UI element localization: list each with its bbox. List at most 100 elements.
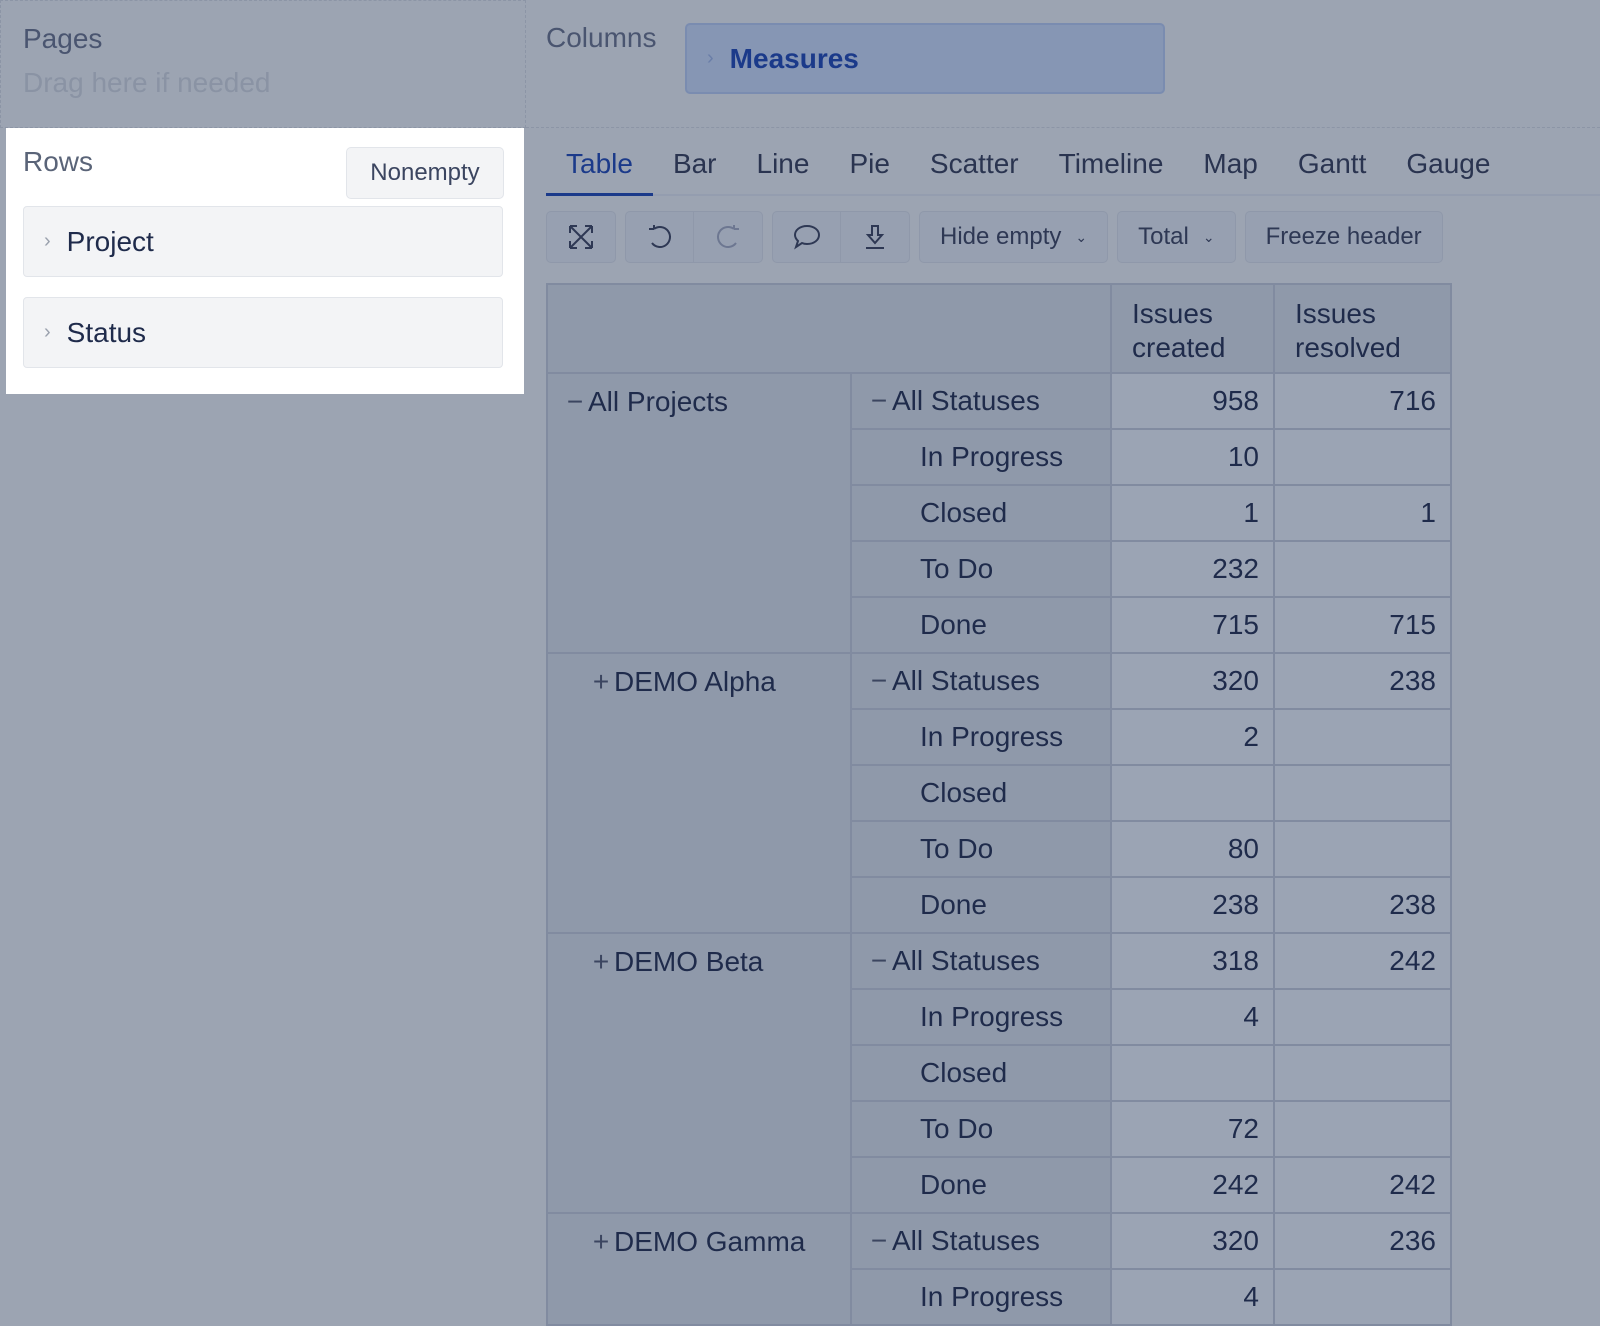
- status-cell[interactable]: In Progress: [850, 428, 1112, 486]
- project-cell[interactable]: + DEMO Gamma: [546, 1212, 852, 1326]
- value-created[interactable]: 72: [1110, 1100, 1275, 1158]
- value-resolved[interactable]: [1273, 988, 1452, 1046]
- pivot-table: Issues created Issues resolved − All Proj…: [546, 283, 1452, 1326]
- status-cell[interactable]: Done: [850, 596, 1112, 654]
- collapse-icon[interactable]: −: [870, 665, 888, 696]
- value-created[interactable]: 80: [1110, 820, 1275, 878]
- toolbar: Hide empty ⌄ Total ⌄ Freeze header: [546, 211, 1443, 263]
- status-cell[interactable]: − All Statuses: [850, 932, 1112, 990]
- rows-drop-zone[interactable]: Rows Nonempty › Project › Status: [6, 128, 524, 394]
- table-row: + DEMO Gamma − All Statuses 320 236: [546, 1212, 1452, 1326]
- tab-bar[interactable]: Bar: [672, 148, 717, 179]
- comment-button[interactable]: [773, 212, 841, 262]
- value-created[interactable]: 238: [1110, 876, 1275, 934]
- value-created[interactable]: 318: [1110, 932, 1275, 990]
- export-button[interactable]: [841, 212, 909, 262]
- tab-gauge[interactable]: Gauge: [1406, 148, 1491, 179]
- value-resolved[interactable]: 242: [1273, 932, 1452, 990]
- nonempty-button[interactable]: Nonempty: [346, 147, 504, 199]
- value-resolved[interactable]: 238: [1273, 876, 1452, 934]
- fullscreen-button[interactable]: [547, 212, 615, 262]
- value-resolved[interactable]: 242: [1273, 1156, 1452, 1214]
- status-label: To Do: [920, 833, 994, 864]
- value-created[interactable]: 1: [1110, 484, 1275, 542]
- value-created[interactable]: 958: [1110, 372, 1275, 430]
- tab-timeline[interactable]: Timeline: [1058, 148, 1164, 179]
- chevron-right-icon: ›: [44, 230, 51, 252]
- status-cell[interactable]: Done: [850, 876, 1112, 934]
- status-cell[interactable]: In Progress: [850, 1268, 1112, 1326]
- tab-pie[interactable]: Pie: [849, 148, 890, 179]
- total-label: Total: [1138, 223, 1189, 250]
- status-cell[interactable]: To Do: [850, 540, 1112, 598]
- project-cell[interactable]: − All Projects: [546, 372, 852, 654]
- expand-icon[interactable]: +: [592, 666, 610, 697]
- columns-drop-zone[interactable]: Columns › Measures: [526, 0, 1600, 128]
- value-created[interactable]: 2: [1110, 708, 1275, 766]
- status-cell[interactable]: In Progress: [850, 988, 1112, 1046]
- status-cell[interactable]: In Progress: [850, 708, 1112, 766]
- value-resolved[interactable]: 715: [1273, 596, 1452, 654]
- value-resolved[interactable]: 716: [1273, 372, 1452, 430]
- value-created[interactable]: 320: [1110, 652, 1275, 710]
- project-cell[interactable]: + DEMO Alpha: [546, 652, 852, 934]
- expand-icon[interactable]: +: [592, 946, 610, 977]
- value-created[interactable]: [1110, 764, 1275, 822]
- status-cell[interactable]: Closed: [850, 764, 1112, 822]
- total-dropdown[interactable]: Total ⌄: [1118, 212, 1234, 262]
- value-resolved[interactable]: [1273, 540, 1452, 598]
- value-resolved[interactable]: 236: [1273, 1212, 1452, 1270]
- value-resolved[interactable]: [1273, 1100, 1452, 1158]
- status-label: Done: [920, 889, 987, 920]
- tab-scatter[interactable]: Scatter: [929, 148, 1019, 179]
- project-cell[interactable]: + DEMO Beta: [546, 932, 852, 1214]
- status-cell[interactable]: To Do: [850, 820, 1112, 878]
- table-row: Closed: [547, 764, 1452, 822]
- value-resolved[interactable]: [1273, 820, 1452, 878]
- status-cell[interactable]: Closed: [850, 1044, 1112, 1102]
- dimension-measures[interactable]: › Measures: [685, 23, 1165, 94]
- header-issues-resolved[interactable]: Issues resolved: [1273, 283, 1452, 374]
- collapse-icon[interactable]: −: [566, 386, 584, 417]
- value-resolved[interactable]: 1: [1273, 484, 1452, 542]
- tab-gantt[interactable]: Gantt: [1297, 148, 1367, 179]
- table-row: − All Projects − All Statuses 958 716: [546, 372, 1452, 654]
- value-resolved[interactable]: [1273, 708, 1452, 766]
- value-resolved[interactable]: [1273, 1268, 1452, 1326]
- value-resolved[interactable]: [1273, 428, 1452, 486]
- hide-empty-dropdown[interactable]: Hide empty ⌄: [920, 212, 1107, 262]
- expand-icon: [569, 225, 593, 249]
- status-cell[interactable]: To Do: [850, 1100, 1112, 1158]
- dimension-status[interactable]: › Status: [23, 297, 503, 368]
- status-cell[interactable]: Closed: [850, 484, 1112, 542]
- tab-table[interactable]: Table: [546, 148, 653, 196]
- value-resolved[interactable]: [1273, 1044, 1452, 1102]
- status-cell[interactable]: − All Statuses: [850, 1212, 1112, 1270]
- collapse-icon[interactable]: −: [870, 1225, 888, 1256]
- value-created[interactable]: 4: [1110, 1268, 1275, 1326]
- dimension-project[interactable]: › Project: [23, 206, 503, 277]
- value-resolved[interactable]: 238: [1273, 652, 1452, 710]
- status-cell[interactable]: − All Statuses: [850, 652, 1112, 710]
- freeze-header-button[interactable]: Freeze header: [1265, 223, 1422, 250]
- value-created[interactable]: [1110, 1044, 1275, 1102]
- collapse-icon[interactable]: −: [870, 385, 888, 416]
- expand-icon[interactable]: +: [592, 1226, 610, 1257]
- columns-title: Columns: [546, 22, 657, 53]
- value-created[interactable]: 320: [1110, 1212, 1275, 1270]
- header-issues-created[interactable]: Issues created: [1110, 283, 1275, 374]
- value-created[interactable]: 242: [1110, 1156, 1275, 1214]
- tab-line[interactable]: Line: [756, 148, 810, 179]
- collapse-icon[interactable]: −: [870, 945, 888, 976]
- undo-button[interactable]: [626, 212, 694, 262]
- pages-drop-zone[interactable]: Pages Drag here if needed: [0, 0, 526, 128]
- redo-button[interactable]: [694, 212, 762, 262]
- status-cell[interactable]: Done: [850, 1156, 1112, 1214]
- value-resolved[interactable]: [1273, 764, 1452, 822]
- value-created[interactable]: 715: [1110, 596, 1275, 654]
- value-created[interactable]: 4: [1110, 988, 1275, 1046]
- tab-map[interactable]: Map: [1203, 148, 1258, 179]
- value-created[interactable]: 10: [1110, 428, 1275, 486]
- status-cell[interactable]: − All Statuses: [850, 372, 1112, 430]
- value-created[interactable]: 232: [1110, 540, 1275, 598]
